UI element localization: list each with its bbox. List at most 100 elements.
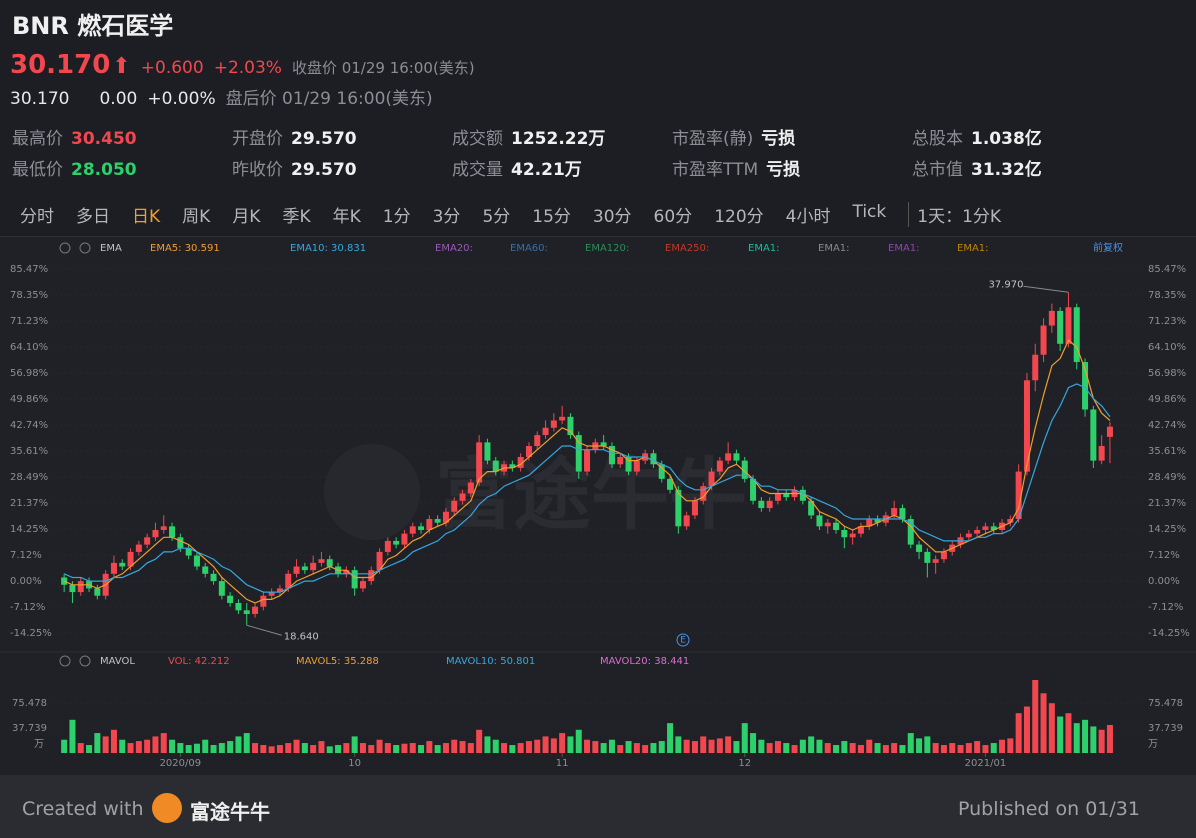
y-tick-label: 42.74% [10,420,48,431]
volume-bar [1082,719,1089,753]
stat-column: 市盈率(静) 亏损 市盈率TTM 亏损 [672,124,892,180]
y-tick-label: 56.98% [10,368,48,379]
price-row: 30.170 ⬆ +0.600 +2.03% 收盘价 01/29 16:00(美… [10,50,475,80]
volume-bar [517,743,524,753]
volume-bar [86,745,93,753]
legend-item: VOL: 42.212 [168,656,230,667]
legend-item: EMA1: [888,243,920,254]
period-tab[interactable]: 1分 [382,207,411,227]
period-tab[interactable]: 4小时 [785,207,831,227]
stat-value: 1.038亿 [971,129,1042,149]
volume-bar [492,739,499,753]
candle-body [1073,307,1080,363]
candle-body [1032,354,1039,381]
y-tick-label: 0.00% [1148,576,1180,587]
candle-body [110,562,117,574]
volume-bar [227,741,234,753]
candle-body [658,464,665,479]
candle-body [160,526,167,530]
unit-label: 万 [1148,739,1158,750]
candle-body [700,486,707,501]
volume-bar [559,733,566,753]
volume-bar [550,738,557,753]
volume-bar [1040,693,1047,753]
period-tab[interactable]: 5分 [482,207,511,227]
close-icon[interactable] [79,242,91,254]
candle-body [675,489,682,527]
y-tick-label: 64.10% [1148,342,1186,353]
period-tab[interactable]: 1天：1分K [908,202,1001,227]
settings-icon[interactable] [59,655,71,667]
period-tab[interactable]: 120分 [714,207,764,227]
y-tick-label: 7.12% [1148,550,1180,561]
volume-bar [990,743,997,753]
candle-body [476,442,483,483]
candle-body [393,540,400,545]
x-tick-label: 2020/09 [160,758,202,769]
candle-body [77,581,84,593]
volume-bar [891,743,898,753]
period-tab[interactable]: 3分 [432,207,461,227]
stat: 成交量 42.21万 [452,155,672,180]
period-tab[interactable]: 月K [232,207,261,227]
volume-bar [534,739,541,753]
period-tab[interactable]: 日K [132,207,161,227]
y-tick-label: -7.12% [10,602,45,613]
adjust-button[interactable]: 前复权 [1093,241,1123,254]
volume-bar [459,741,466,753]
volume-bar [791,745,798,753]
period-tab[interactable]: 多日 [76,207,110,227]
volume-bar [866,739,873,753]
candle-body [202,566,209,574]
stat-label: 开盘价 [232,129,283,149]
volume-bar [642,745,649,753]
candle-body [426,519,433,530]
legend-item: EMA1: [957,243,989,254]
watermark: 富途牛牛 [435,450,747,540]
volume-bar [999,739,1006,753]
y-tick-label: 35.61% [10,446,48,457]
candle-body [1048,310,1055,326]
period-tab[interactable]: 分时 [20,207,54,227]
period-tab[interactable]: 15分 [532,207,571,227]
period-tab[interactable]: 周K [182,207,211,227]
candle-body [260,595,267,607]
x-tick-label: 12 [738,758,751,769]
candle-body [841,529,848,538]
candle-body [318,559,325,563]
y-tick-label: 71.23% [1148,316,1186,327]
volume-bar [750,733,757,753]
stat-value: 29.570 [291,160,357,180]
after-pct: +0.00% [147,89,216,109]
y-tick-label: 75.478 [1148,698,1183,709]
volume-bar [193,743,200,753]
settings-icon[interactable] [59,242,71,254]
volume-bar [725,736,732,753]
period-tab[interactable]: 60分 [653,207,693,227]
candle-body [567,416,574,436]
period-tab[interactable]: 年K [332,207,361,227]
legend-item: MAVOL20: 38.441 [600,656,689,667]
candle-body [965,533,972,538]
volume-bar [592,741,599,753]
footer [0,775,1196,838]
volume-bar [119,739,126,753]
period-tab[interactable]: 季K [282,207,311,227]
period-tab[interactable]: 30分 [592,207,632,227]
volume-bar [160,733,167,753]
stat: 成交额 1252.22万 [452,124,672,149]
y-tick-label: 71.23% [10,316,48,327]
candle-body [492,460,499,472]
candle-body [542,427,549,436]
close-icon[interactable] [79,655,91,667]
volume-bar [766,743,773,753]
legend-item: EMA20: [435,243,473,254]
event-marker-circle [676,633,690,647]
candle-body [401,533,408,545]
volume-bar [409,743,416,753]
volume-bar [343,743,350,753]
candle-body [849,533,856,538]
volume-bar [658,741,665,753]
period-tab[interactable]: Tick [852,202,887,222]
